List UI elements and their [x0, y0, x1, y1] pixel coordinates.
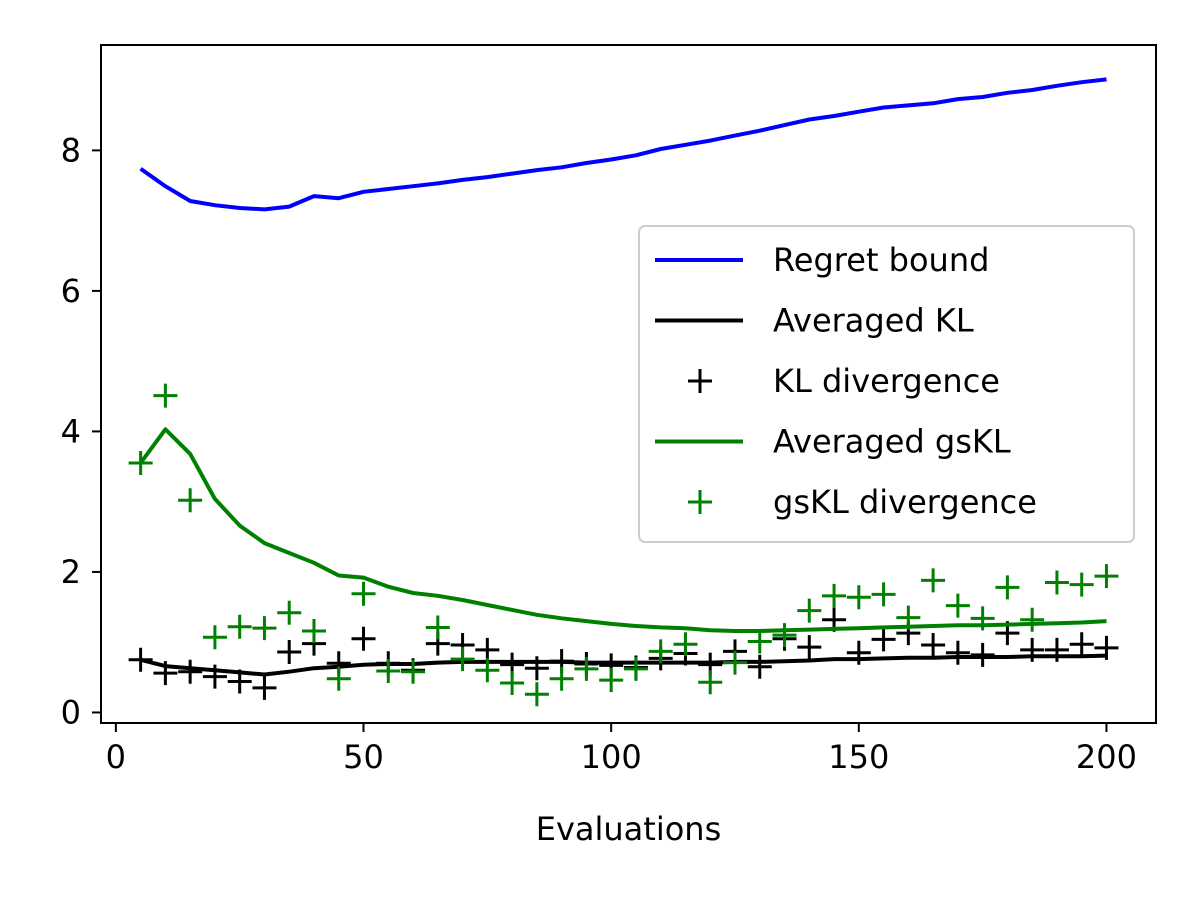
gskl-divergence-point	[153, 383, 178, 408]
legend-label: Regret bound	[773, 241, 989, 279]
kl-divergence-point	[871, 627, 896, 652]
y-tick-label: 8	[61, 131, 81, 169]
gskl-divergence-point	[500, 670, 525, 695]
gskl-divergence-point	[202, 625, 227, 650]
gskl-divergence-point	[277, 600, 302, 625]
gskl-divergence-point	[475, 658, 500, 683]
y-tick-label: 4	[61, 412, 81, 450]
gskl-divergence-point	[722, 650, 747, 675]
legend-box	[638, 225, 1135, 543]
gskl-divergence-point	[871, 582, 896, 607]
y-tick-label: 2	[61, 553, 81, 591]
legend-item-kl-divergence: KL divergence	[688, 362, 1000, 400]
gskl-divergence-point	[524, 682, 549, 707]
gskl-divergence-point	[1044, 570, 1069, 595]
gskl-divergence-point	[326, 666, 351, 691]
x-axis-label: Evaluations	[536, 810, 722, 848]
kl-divergence-point	[921, 633, 946, 658]
kl-divergence-point	[1094, 635, 1119, 660]
gskl-divergence-point	[797, 598, 822, 623]
x-tick-label: 0	[106, 738, 126, 776]
legend-swatch	[688, 490, 712, 514]
gskl-divergence-point	[401, 659, 426, 684]
gskl-divergence-point	[772, 623, 797, 648]
legend-label: Averaged gsKL	[773, 423, 1011, 461]
gskl-divergence-point	[376, 659, 401, 684]
x-tick-label: 150	[828, 738, 889, 776]
gskl-divergence-point	[623, 656, 648, 681]
gskl-divergence-point	[252, 616, 277, 641]
kl-divergence-point	[747, 654, 772, 679]
gskl-divergence-point	[673, 632, 698, 657]
kl-divergence-point	[202, 664, 227, 689]
gskl-divergence-point	[921, 568, 946, 593]
gskl-divergence-point	[450, 647, 475, 672]
gskl-divergence-point	[747, 629, 772, 654]
legend-item-regret-bound: Regret bound	[655, 241, 989, 279]
gskl-divergence-point	[846, 585, 871, 610]
kl-divergence-point	[524, 656, 549, 681]
gskl-divergence-point	[970, 606, 995, 631]
kl-divergence-point	[970, 642, 995, 667]
legend-item-averaged-gskl: Averaged gsKL	[655, 423, 1011, 461]
gskl-divergence-point	[1069, 572, 1094, 597]
regret-bound-line	[139, 77, 1107, 212]
gskl-divergence-point	[178, 488, 203, 513]
gskl-divergence-point	[1020, 607, 1045, 632]
legend-swatch	[688, 369, 712, 393]
series-gskl-divergence	[128, 383, 1119, 707]
gskl-divergence-point	[351, 581, 376, 606]
y-tick-label: 6	[61, 272, 81, 310]
series-averaged-gskl	[138, 427, 1107, 633]
gskl-divergence-point	[128, 451, 153, 476]
gskl-divergence-point	[574, 656, 599, 681]
kl-divergence-point	[277, 640, 302, 665]
kl-divergence-point	[945, 640, 970, 665]
kl-divergence-point	[153, 661, 178, 686]
series-layer	[128, 77, 1119, 707]
gskl-divergence-point	[698, 670, 723, 695]
kl-divergence-point	[1069, 632, 1094, 657]
series-averaged-kl	[140, 653, 1107, 677]
kl-divergence-point	[1044, 637, 1069, 662]
kl-divergence-point	[128, 647, 153, 672]
gskl-divergence-point	[945, 593, 970, 618]
kl-divergence-point	[178, 659, 203, 684]
gskl-divergence-point	[648, 639, 673, 664]
kl-divergence-point	[252, 675, 277, 700]
kl-divergence-point	[1020, 637, 1045, 662]
legend-label: gsKL divergence	[773, 483, 1037, 521]
kl-divergence-point	[846, 640, 871, 665]
x-tick-label: 200	[1076, 738, 1137, 776]
kl-divergence-point	[475, 637, 500, 662]
gskl-divergence-point	[995, 575, 1020, 600]
y-tick-label: 0	[61, 693, 81, 731]
plot-frame	[100, 44, 1157, 724]
kl-divergence-point	[351, 626, 376, 651]
series-regret-bound	[139, 77, 1107, 212]
x-tick-label: 100	[581, 738, 642, 776]
legend-item-averaged-kl: Averaged KL	[655, 302, 974, 340]
gskl-divergence-point	[822, 583, 847, 608]
ticks-layer: 0 50 100 150 200 0 2 4 6 8	[61, 131, 1137, 776]
averaged-kl-line	[140, 653, 1107, 677]
kl-divergence-point	[797, 635, 822, 660]
kl-divergence-point	[227, 669, 252, 694]
legend-label: KL divergence	[773, 362, 1000, 400]
gskl-divergence-point	[301, 618, 326, 643]
gskl-divergence-point	[1094, 564, 1119, 589]
gskl-divergence-point	[599, 668, 624, 693]
legend: Regret bound Averaged KL KL divergence Aver…	[638, 225, 1135, 543]
gskl-divergence-point	[549, 666, 574, 691]
averaged-gskl-line	[138, 427, 1107, 633]
gskl-divergence-point	[227, 614, 252, 639]
x-tick-label: 50	[343, 738, 384, 776]
gskl-divergence-point	[896, 605, 921, 630]
legend-item-gskl-divergence: gsKL divergence	[688, 483, 1037, 521]
legend-label: Averaged KL	[773, 302, 974, 340]
gskl-divergence-point	[425, 615, 450, 640]
